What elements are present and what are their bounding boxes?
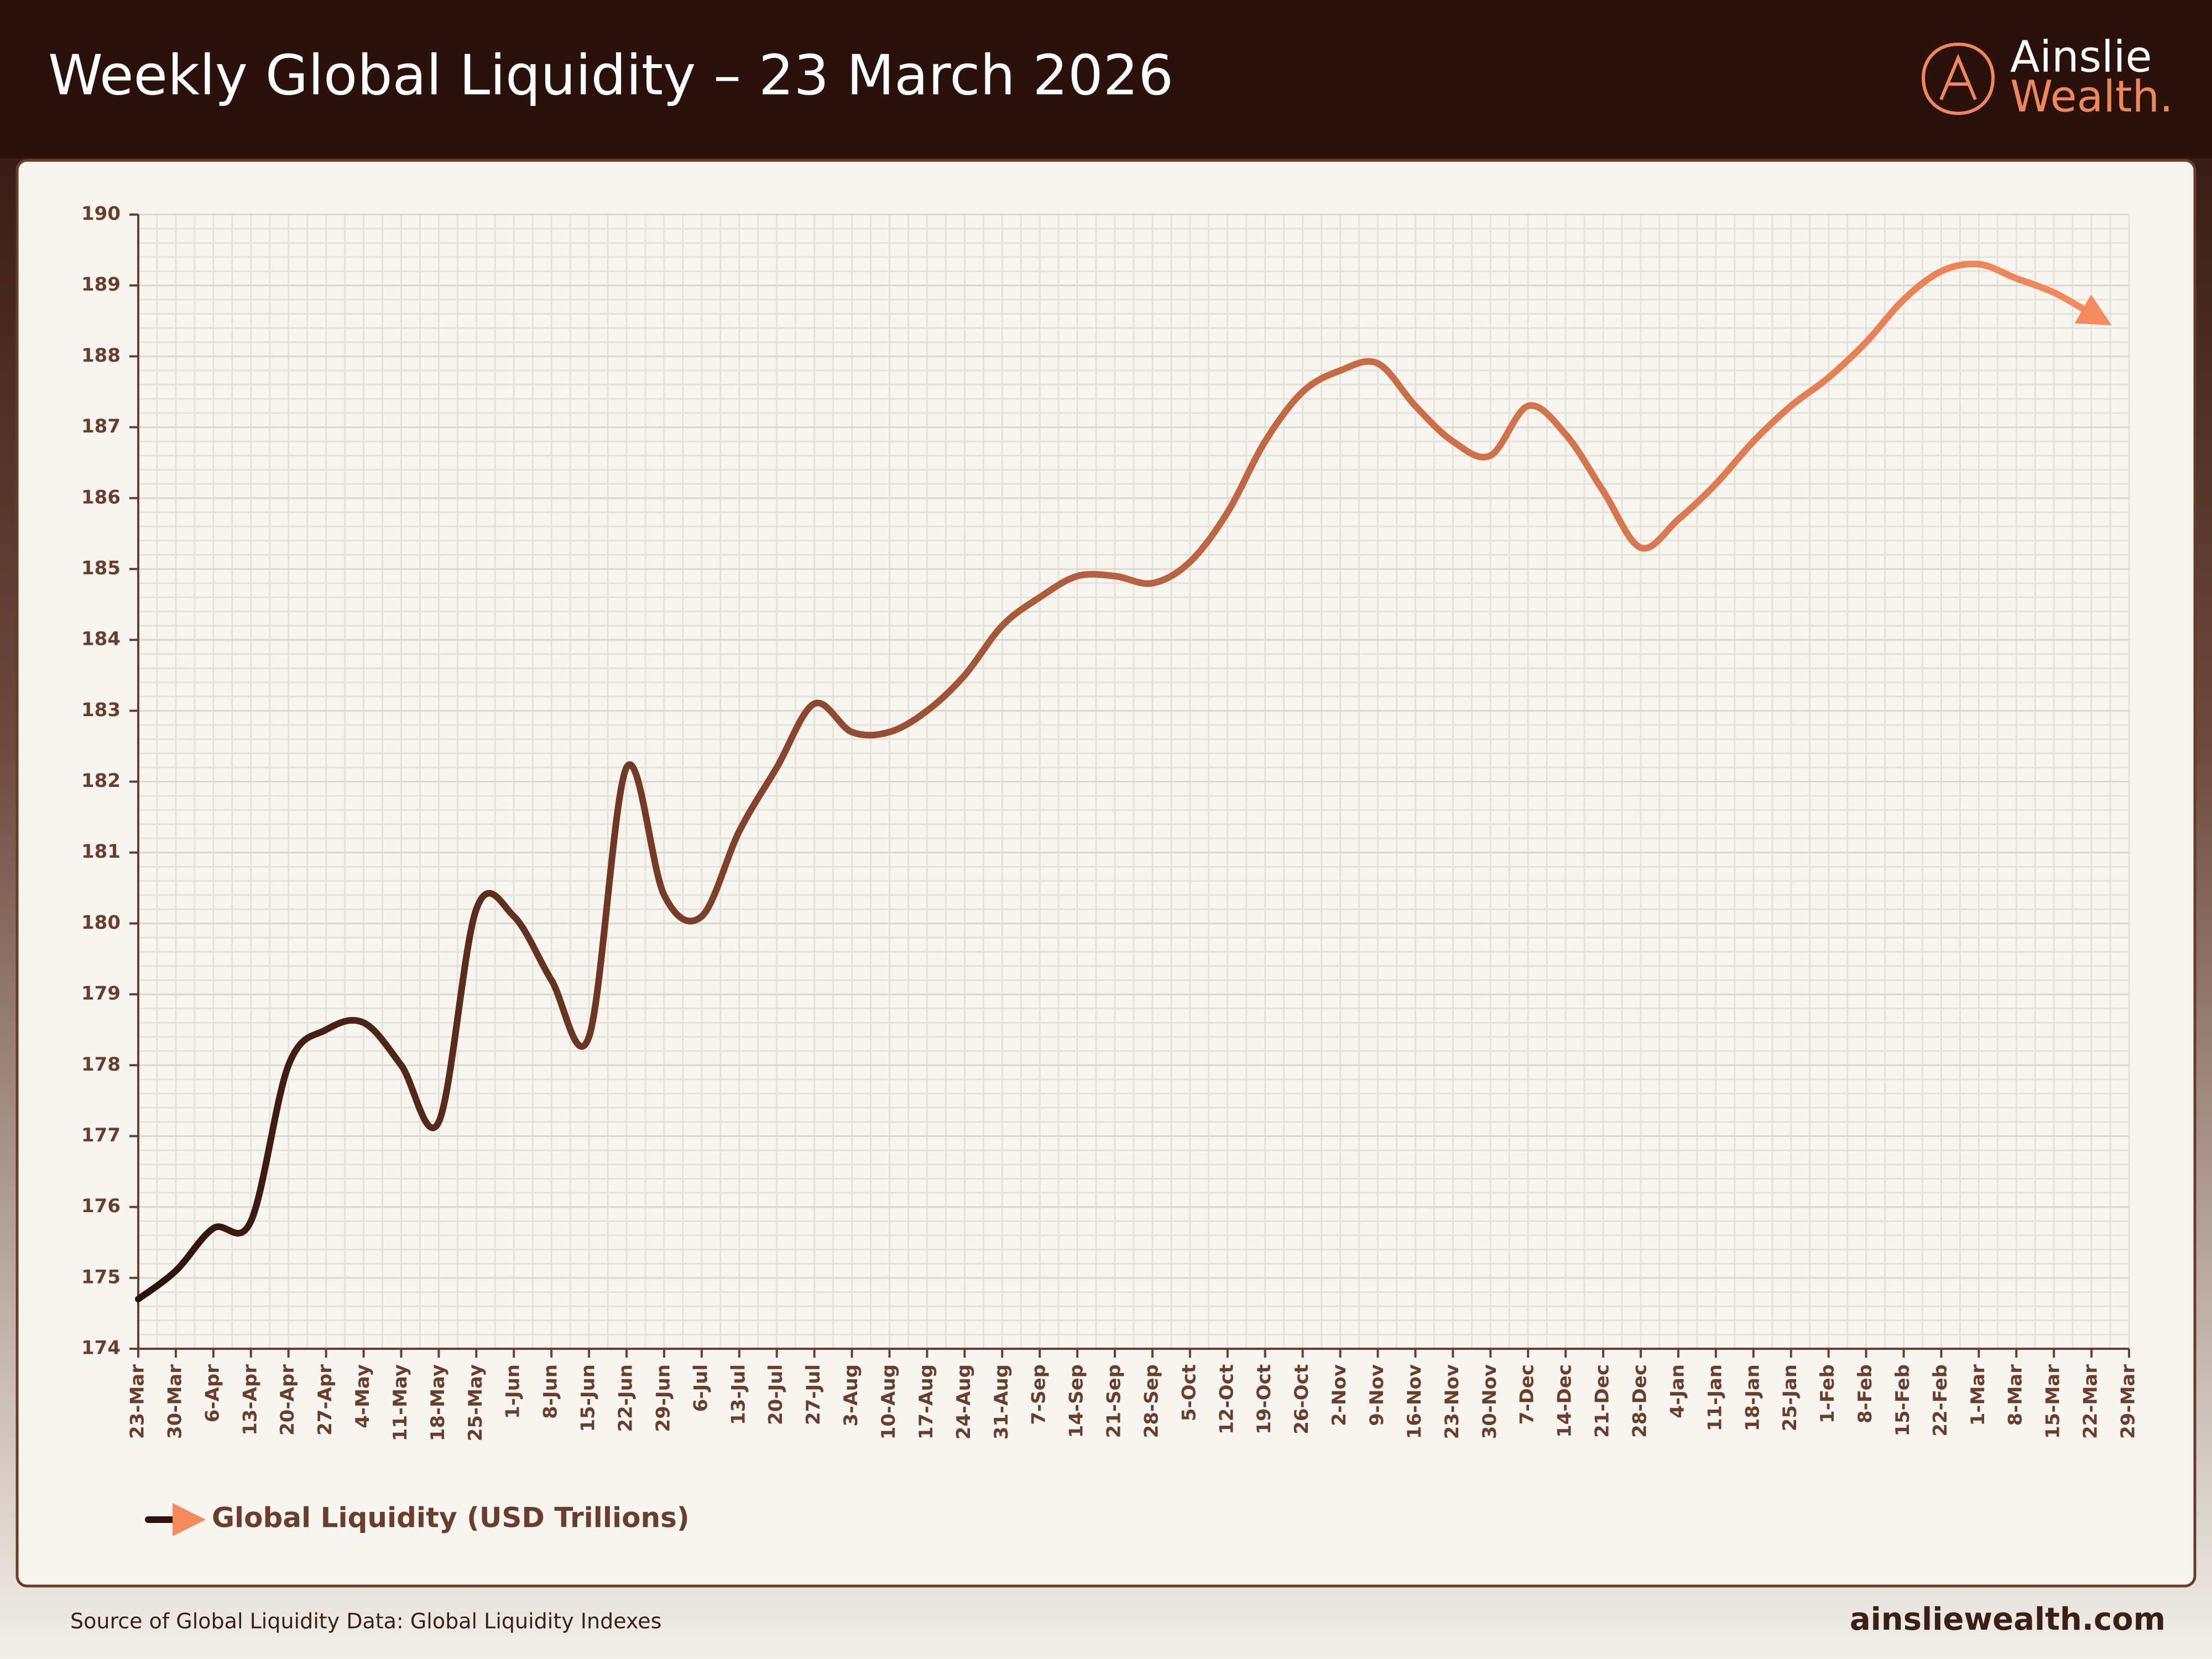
y-tick-label: 179 (81, 983, 121, 1005)
x-tick-label: 18-May (427, 1364, 449, 1441)
y-tick-label: 188 (81, 345, 121, 367)
y-tick-label: 185 (81, 557, 121, 579)
x-tick-label: 4-May (352, 1364, 374, 1428)
x-tick-label: 1-Jun (502, 1364, 524, 1419)
x-tick-label: 22-Mar (2080, 1364, 2102, 1439)
y-tick-label: 177 (81, 1124, 121, 1146)
y-tick-label: 180 (81, 911, 121, 933)
source-note: Source of Global Liquidity Data: Global … (70, 1609, 661, 1634)
y-tick-label: 181 (81, 841, 121, 863)
y-tick-label: 189 (81, 274, 121, 296)
x-tick-label: 21-Sep (1103, 1364, 1125, 1438)
x-tick-label: 29-Jun (652, 1364, 674, 1432)
x-tick-label: 24-Aug (953, 1364, 975, 1439)
x-tick-label: 4-Jan (1666, 1364, 1688, 1418)
x-tick-label: 19-Oct (1253, 1364, 1275, 1434)
x-tick-label: 22-Jun (615, 1364, 637, 1432)
legend-label: Global Liquidity (USD Trillions) (212, 1502, 690, 1534)
y-tick-label: 183 (81, 699, 121, 721)
x-tick-label: 29-Mar (2117, 1364, 2140, 1439)
x-tick-label: 7-Sep (1028, 1364, 1050, 1425)
x-tick-label: 17-Aug (915, 1364, 937, 1439)
x-tick-label: 23-Mar (127, 1364, 149, 1439)
x-tick-label: 31-Aug (990, 1364, 1013, 1439)
x-tick-label: 5-Oct (1178, 1364, 1200, 1421)
y-tick-label: 184 (81, 628, 121, 650)
logo-text: Ainslie (2010, 32, 2152, 82)
x-tick-label: 10-Aug (878, 1364, 900, 1439)
website: ainsliewealth.com (1850, 1601, 2166, 1637)
x-tick-label: 15-Jun (577, 1364, 599, 1432)
x-tick-label: 25-Jan (1779, 1364, 1801, 1431)
x-tick-label: 21-Dec (1592, 1364, 1614, 1438)
x-tick-label: 27-Jul (802, 1364, 825, 1425)
y-tick-label: 190 (81, 203, 121, 225)
x-tick-label: 25-May (465, 1364, 487, 1441)
x-tick-label: 15-Mar (2042, 1364, 2064, 1439)
x-tick-label: 14-Sep (1066, 1364, 1088, 1438)
x-tick-label: 30-Nov (1479, 1364, 1501, 1439)
y-tick-label: 178 (81, 1053, 121, 1076)
header (0, 0, 2212, 158)
logo-text: Wealth. (2010, 72, 2173, 122)
x-tick-label: 20-Apr (276, 1364, 299, 1436)
x-tick-label: 9-Nov (1366, 1364, 1388, 1426)
x-tick-label: 14-Dec (1554, 1364, 1576, 1438)
x-tick-label: 18-Jan (1741, 1364, 1764, 1431)
x-tick-label: 30-Mar (164, 1364, 186, 1439)
x-tick-label: 28-Sep (1140, 1364, 1162, 1438)
chart-title: Weekly Global Liquidity – 23 March 2026 (48, 43, 1173, 107)
x-tick-label: 1-Mar (1967, 1364, 1989, 1426)
y-tick-label: 176 (81, 1195, 121, 1217)
logo-mark (1939, 54, 1977, 101)
y-tick-label: 187 (81, 415, 121, 437)
x-tick-label: 13-Apr (239, 1364, 261, 1436)
y-tick-label: 175 (81, 1266, 121, 1288)
x-tick-label: 16-Nov (1404, 1364, 1426, 1439)
y-tick-label: 174 (81, 1337, 121, 1359)
x-tick-label: 2-Nov (1328, 1364, 1350, 1426)
x-tick-label: 20-Jul (765, 1364, 787, 1425)
x-tick-label: 13-Jul (727, 1364, 749, 1425)
x-tick-label: 27-Apr (314, 1364, 336, 1436)
logo: Ainslie Wealth. (1921, 32, 2173, 122)
x-tick-label: 26-Oct (1291, 1364, 1313, 1434)
x-tick-label: 15-Feb (1892, 1364, 1914, 1437)
x-tick-label: 7-Dec (1516, 1364, 1538, 1425)
x-tick-label: 11-May (389, 1364, 411, 1441)
logo-mark (1921, 42, 1995, 116)
x-tick-label: 3-Aug (840, 1364, 862, 1427)
x-tick-label: 1-Feb (1817, 1364, 1839, 1423)
x-tick-label: 11-Jan (1704, 1364, 1726, 1431)
line (135, 260, 2112, 1303)
x-tick-label: 12-Oct (1215, 1364, 1238, 1434)
x-tick-label: 6-Apr (201, 1364, 223, 1422)
x-tick-label: 6-Jul (690, 1364, 712, 1412)
y-tick-label: 182 (81, 770, 121, 792)
x-tick-label: 8-Jun (540, 1364, 562, 1419)
x-tick-label: 8-Mar (2005, 1364, 2027, 1426)
x-tick-label: 23-Nov (1441, 1364, 1463, 1439)
chart-panel (15, 159, 2197, 1588)
x-tick-label: 28-Dec (1629, 1364, 1651, 1438)
x-tick-label: 8-Feb (1854, 1364, 1876, 1423)
x-tick-label: 22-Feb (1929, 1364, 1952, 1437)
y-tick-label: 186 (81, 486, 121, 508)
